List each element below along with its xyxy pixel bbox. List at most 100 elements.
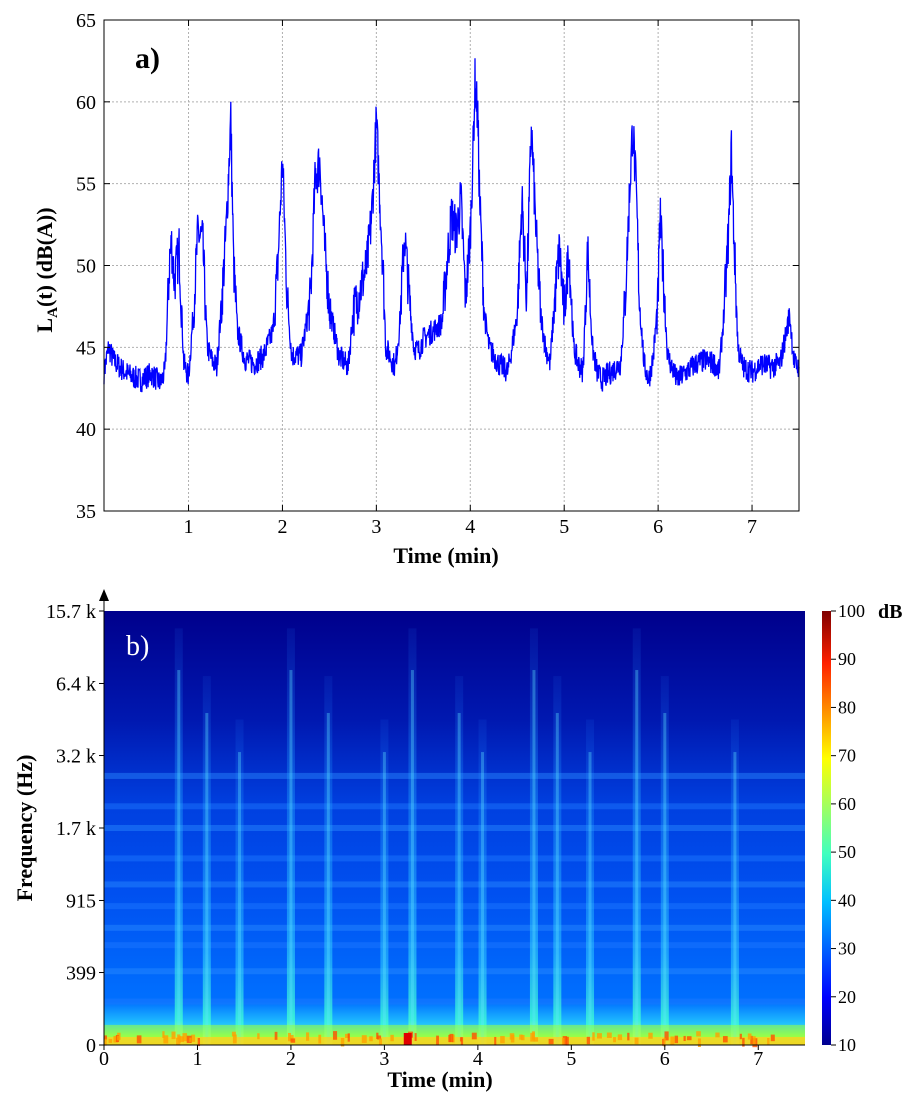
y-tick-label: 40	[76, 419, 96, 441]
hotspot	[683, 1035, 686, 1042]
y-axis-arrow	[99, 589, 109, 601]
y-tick-label: 3.2 k	[56, 746, 96, 768]
y-tick-label: 55	[76, 174, 96, 196]
y-tick-label: 915	[66, 890, 96, 912]
y-tick-label: 45	[76, 337, 96, 359]
hotspot	[648, 1032, 653, 1039]
hotspot	[548, 1038, 554, 1045]
event-streak-core	[733, 752, 737, 1045]
hotspot	[162, 1031, 165, 1038]
hotspot	[104, 1035, 107, 1040]
event-streak-core	[289, 670, 293, 1045]
hotspot	[510, 1035, 515, 1043]
event-streak	[324, 676, 333, 1045]
hotspot	[186, 1035, 192, 1043]
y-tick-label: 15.7 k	[46, 601, 96, 623]
hotspot	[347, 1033, 350, 1042]
colorbar-tick-label: 70	[838, 746, 856, 766]
hotspot	[500, 1036, 505, 1044]
hotspot	[586, 1036, 590, 1045]
y-tick-label: 60	[76, 92, 96, 114]
frequency-band	[104, 803, 805, 810]
y-tick-label: 1.7 k	[56, 818, 96, 840]
x-tick-label: 6	[660, 1048, 670, 1070]
spectrogram-heatmap	[104, 611, 805, 1048]
hotspot	[180, 1036, 184, 1043]
colorbar: 10 20 30 40 50 60 70 80 90 100 dB	[822, 601, 902, 1055]
frequency-band	[104, 881, 805, 888]
panel-label: a)	[135, 42, 160, 75]
event-streak-core	[238, 752, 242, 1045]
hotspot	[752, 1036, 756, 1045]
hotspot	[257, 1033, 260, 1040]
hotspot	[596, 1033, 602, 1039]
hotspot	[565, 1036, 569, 1046]
hotspot	[377, 1035, 382, 1040]
hotspot	[562, 1036, 568, 1045]
hotspot	[722, 1036, 728, 1043]
hotspot	[274, 1031, 278, 1040]
hotspot	[378, 1038, 383, 1046]
y-tick-label: 6.4 k	[56, 673, 96, 695]
hotspot	[436, 1035, 439, 1045]
hotspot	[369, 1036, 373, 1042]
x-tick-label: 7	[747, 516, 757, 538]
hotspot	[562, 1037, 565, 1046]
hotspot	[664, 1031, 669, 1041]
event-streak	[380, 719, 389, 1045]
hotspot	[290, 1038, 296, 1043]
hotspot	[182, 1033, 188, 1042]
y-tick-label: 65	[76, 10, 96, 32]
colorbar-tick-label: 60	[838, 794, 856, 814]
hotspot	[613, 1037, 616, 1043]
event-streak	[660, 676, 669, 1045]
event-streak-core	[326, 712, 330, 1045]
hotspot	[287, 1032, 291, 1042]
hotspot	[627, 1032, 630, 1041]
hotspot	[414, 1033, 417, 1041]
hotspot-peak	[403, 1033, 412, 1045]
hotspot	[696, 1031, 701, 1037]
hotspot	[715, 1032, 720, 1038]
y-axis-title: LA(t) (dB(A))	[32, 207, 61, 332]
event-streak	[478, 719, 487, 1045]
low-frequency-hotspots	[104, 1025, 805, 1048]
event-streak-core	[457, 712, 461, 1045]
hotspot	[494, 1036, 497, 1045]
hotspot	[533, 1037, 539, 1042]
x-ticks: 0 1 2 3 4 5 6 7	[99, 1045, 763, 1070]
colorbar-tick-label: 90	[838, 649, 856, 669]
frequency-band	[104, 772, 805, 779]
hotspot	[189, 1037, 192, 1043]
hotspot	[197, 1038, 201, 1047]
hotspot	[306, 1032, 310, 1041]
event-streak-core	[663, 712, 667, 1045]
y-tick-label: 399	[66, 963, 96, 985]
frequency-band	[104, 855, 805, 862]
hotspot	[686, 1036, 692, 1041]
event-streak	[235, 719, 244, 1045]
x-axis-title: Time (min)	[393, 543, 498, 568]
hotspot	[232, 1034, 237, 1044]
y-tick-label: 0	[86, 1035, 96, 1057]
spectrogram-background	[104, 611, 805, 1045]
frequency-band	[104, 924, 805, 931]
hotspot	[108, 1038, 113, 1043]
event-streak	[553, 676, 562, 1045]
hotspot	[340, 1037, 345, 1047]
y-ticks: 0 399 915 1.7 k 3.2 k 6.4 k 15.7 k	[46, 601, 104, 1057]
x-tick-label: 3	[371, 516, 381, 538]
x-axis-title: Time (min)	[387, 1067, 492, 1092]
hotspot	[176, 1037, 181, 1045]
event-streak	[286, 628, 295, 1045]
hotspot	[231, 1031, 236, 1037]
hotspot	[345, 1033, 350, 1038]
hotspot	[104, 1038, 107, 1046]
hotspot	[767, 1037, 770, 1045]
hotspot	[471, 1032, 477, 1040]
hotspot	[770, 1034, 775, 1042]
y-ticks: 35 40 45 50 55 60 65	[76, 10, 799, 523]
hotspot	[634, 1037, 639, 1045]
hotspot	[617, 1034, 623, 1041]
